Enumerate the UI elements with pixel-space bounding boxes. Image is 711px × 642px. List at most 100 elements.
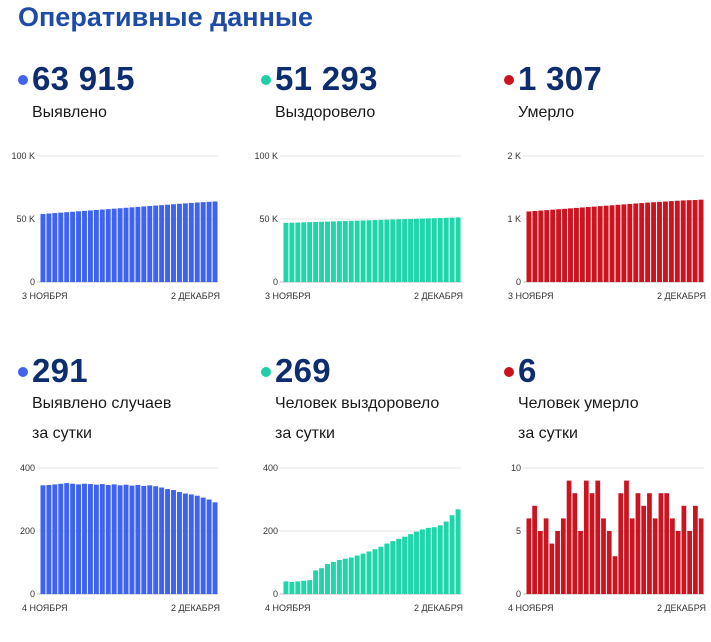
bar	[212, 502, 218, 594]
bar	[360, 220, 366, 282]
x-end-label: 2 ДЕКАБРЯ	[657, 603, 706, 613]
indicator-dot	[504, 75, 514, 85]
stat-value: 269	[275, 352, 331, 389]
bar-chart: 0 200 400 4 НОЯБРЯ 2 ДЕКАБРЯ	[20, 463, 220, 613]
stat-label-line: Выявлено случаев	[32, 395, 172, 412]
bar	[425, 527, 431, 594]
bar	[188, 202, 194, 282]
bar	[58, 212, 64, 282]
bar	[645, 202, 651, 282]
bar	[606, 531, 612, 594]
bar	[675, 531, 681, 594]
bar	[135, 206, 141, 282]
bar	[58, 483, 64, 594]
x-start-label: 4 НОЯБРЯ	[265, 603, 311, 613]
bar	[698, 518, 704, 594]
bar	[76, 484, 82, 594]
bar	[597, 206, 603, 282]
bar	[319, 568, 325, 594]
bar	[87, 484, 93, 594]
bar	[585, 207, 591, 282]
bar	[200, 497, 206, 594]
bar	[550, 209, 556, 282]
y-tick-label: 200	[263, 526, 278, 536]
y-tick-label: 0	[273, 277, 278, 287]
bar	[93, 209, 99, 282]
stat-value: 63 915	[32, 60, 135, 97]
bar	[566, 480, 572, 594]
bar	[396, 219, 402, 282]
bar	[176, 491, 182, 594]
bar	[46, 213, 52, 282]
bar	[449, 217, 455, 282]
bar	[633, 203, 639, 282]
bar	[693, 505, 698, 594]
bar	[618, 493, 624, 594]
bar	[105, 485, 111, 594]
bar	[647, 493, 652, 594]
bar	[408, 534, 414, 594]
bar	[431, 527, 437, 594]
bar-chart: 0 200 400 4 НОЯБРЯ 2 ДЕКАБРЯ	[263, 463, 463, 613]
bar	[455, 509, 461, 594]
bar	[419, 529, 425, 594]
bar	[135, 485, 141, 594]
bar	[117, 485, 123, 594]
bar	[603, 205, 609, 282]
x-end-label: 2 ДЕКАБРЯ	[414, 291, 463, 301]
bar	[342, 558, 348, 594]
bar	[295, 581, 301, 594]
bar	[307, 222, 313, 282]
y-tick-label: 2 K	[507, 151, 521, 161]
bar	[664, 493, 670, 594]
x-start-label: 3 НОЯБРЯ	[22, 291, 68, 301]
bar	[583, 480, 589, 594]
y-tick-label: 0	[30, 589, 35, 599]
y-tick-label: 200	[20, 526, 35, 536]
bar	[123, 207, 129, 282]
bar	[402, 219, 408, 282]
bar	[336, 559, 342, 594]
bar	[206, 499, 212, 594]
stat-label: Выявлено случаев за сутки	[32, 389, 171, 449]
bar	[589, 493, 595, 594]
stat-label: Выздоровело	[275, 98, 375, 128]
bar	[543, 518, 549, 594]
bar	[562, 208, 568, 282]
bar	[670, 518, 675, 594]
bar	[621, 204, 627, 282]
y-tick-label: 100 K	[11, 151, 35, 161]
bar	[325, 564, 330, 594]
bar	[188, 494, 194, 594]
bar	[687, 531, 693, 594]
bar	[635, 493, 641, 594]
y-tick-label: 5	[516, 526, 521, 536]
bar-chart: 0 1 K 2 K 3 НОЯБРЯ 2 ДЕКАБРЯ	[507, 151, 706, 301]
bar	[342, 221, 348, 282]
bar	[419, 218, 425, 282]
bar	[289, 222, 295, 282]
bar	[283, 222, 289, 282]
bar	[52, 484, 58, 594]
panel-recovered-total: 51 293 Выздоровело 0 50 K 100 K 3 НОЯБРЯ 2 Д…	[254, 60, 487, 350]
bar	[579, 207, 585, 282]
stat-label-line: Умерло	[518, 104, 575, 121]
bar	[153, 486, 159, 594]
bar	[159, 205, 165, 282]
bar	[123, 484, 129, 594]
bar	[141, 485, 147, 594]
bar-chart: 0 50 K 100 K 3 НОЯБРЯ 2 ДЕКАБРЯ	[11, 151, 220, 301]
bar	[330, 561, 336, 594]
x-end-label: 2 ДЕКАБРЯ	[657, 291, 706, 301]
bar	[651, 202, 657, 282]
bar	[82, 210, 87, 282]
x-end-label: 2 ДЕКАБРЯ	[414, 603, 463, 613]
bar	[639, 203, 645, 282]
bar	[64, 483, 70, 594]
bar	[627, 203, 633, 282]
bar	[538, 210, 544, 282]
bar	[384, 543, 390, 594]
stat-label-line: за сутки	[275, 425, 335, 442]
bar	[40, 485, 46, 594]
y-tick-label: 0	[30, 277, 35, 287]
